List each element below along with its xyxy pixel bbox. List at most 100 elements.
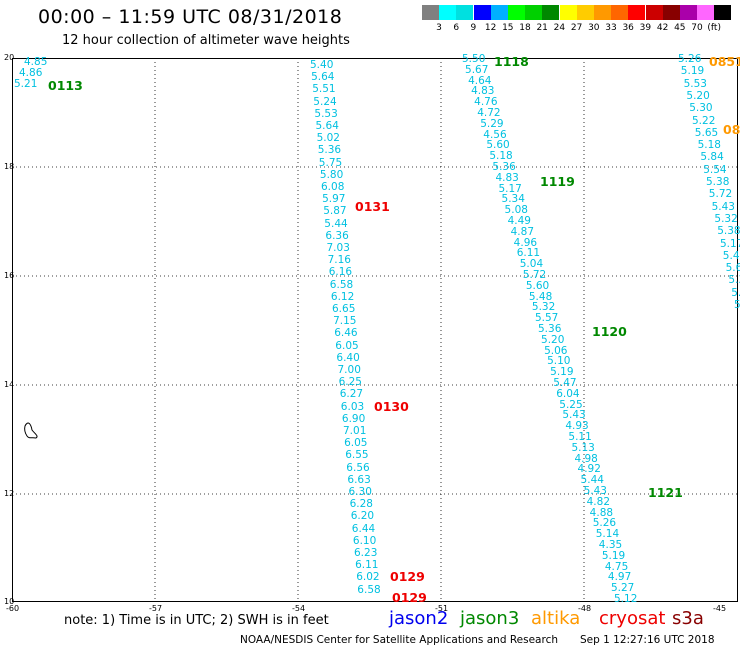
wave-height-label: 6.04: [556, 387, 580, 400]
wave-height-label: 5.44: [580, 474, 604, 487]
wave-height-label: 6.23: [354, 547, 378, 559]
legend-label: 12: [484, 23, 497, 33]
longitude-tick-label: -51: [435, 604, 449, 613]
map-title: 00:00 – 11:59 UTC 08/31/2018: [38, 6, 343, 28]
wave-height-label: 6.11: [355, 559, 379, 572]
legend-label: 36: [622, 23, 634, 33]
legend-swatch: [456, 5, 474, 20]
wave-height-label: 5.19: [680, 65, 705, 78]
legend-label: 42: [656, 23, 669, 33]
legend-swatch: [611, 5, 629, 20]
pass-label: 1120: [592, 324, 627, 339]
wave-height-label: 6.16: [328, 266, 353, 279]
longitude-tick-label: -45: [713, 604, 727, 613]
longitude-tick-label: -54: [292, 604, 306, 613]
satellite-legend-item: s3a: [672, 608, 704, 629]
wave-height-label: 5.32: [531, 301, 556, 314]
wave-height-label: 5.24: [313, 95, 337, 108]
latitude-tick-label: 10: [4, 597, 15, 606]
wave-height-label: 5.: [734, 299, 740, 311]
wave-height-label: 5.36: [538, 323, 562, 335]
wave-height-label: 6.03: [340, 400, 365, 413]
wave-height-label: 6.90: [341, 412, 366, 425]
latitude-tick-label: 16: [4, 271, 15, 280]
wave-height-label: 4.76: [474, 96, 498, 109]
wave-height-label: 7.15: [333, 315, 357, 328]
legend-swatch: [714, 5, 732, 20]
wave-height-label: 5.11: [568, 431, 592, 443]
legend-swatch: [490, 5, 508, 20]
wave-height-label: 5.75: [318, 156, 343, 169]
wave-height-label: 5.21: [14, 78, 38, 90]
wave-height-label: 5.40: [310, 59, 334, 71]
satellite-legend-item: jason2: [389, 608, 449, 629]
wave-height-label: 4.87: [510, 225, 535, 238]
legend-swatch: [628, 5, 646, 20]
latitude-tick-label: 18: [4, 162, 15, 171]
pass-label: 0851: [709, 54, 740, 69]
wave-height-label: 5.06: [544, 344, 568, 357]
note-text: note: 1) Time is in UTC; 2) SWH is in fe…: [64, 613, 329, 628]
map-grid: [12, 58, 738, 602]
wave-height-label: 5.04: [519, 258, 544, 271]
wave-height-label: 5.17: [720, 237, 740, 250]
legend-label: 3: [436, 23, 442, 33]
wave-height-label: 5.72: [708, 188, 733, 201]
wave-height-label: 5.14: [595, 528, 620, 541]
legend-label: (ft): [707, 23, 721, 33]
wave-height-label: 6.44: [351, 522, 376, 535]
wave-height-label: 5.43: [583, 485, 607, 497]
generation-timestamp: Sep 1 12:27:16 UTC 2018: [580, 634, 715, 646]
wave-height-label: 4.96: [513, 236, 538, 249]
wave-height-label: 6.46: [334, 327, 358, 340]
wave-height-label: 5.20: [686, 89, 710, 102]
legend-label: 33: [605, 23, 617, 33]
wave-height-label: 6.40: [336, 351, 360, 364]
wave-height-label: 5.32: [714, 212, 738, 225]
wave-height-label: 5.34: [501, 193, 525, 206]
wave-height-label: 6.10: [352, 534, 377, 547]
wave-height-label: 5.48: [528, 290, 553, 303]
wave-height-label: 5.57: [534, 312, 559, 325]
pass-label: 0130: [374, 399, 409, 414]
wave-height-label: 5.19: [601, 549, 626, 562]
wave-height-label: 5.64: [311, 71, 335, 84]
map-subtitle: 12 hour collection of altimeter wave hei…: [62, 33, 350, 48]
pass-label: 0131: [355, 199, 390, 214]
legend-swatch: [525, 5, 543, 20]
legend-label: 6: [453, 23, 460, 33]
legend-label: 30: [588, 23, 600, 33]
legend-label: 21: [536, 23, 548, 33]
wave-height-label: 5.51: [312, 83, 336, 96]
legend-swatch: [594, 5, 611, 20]
wave-height-label: 4.97: [607, 571, 632, 584]
wave-height-label: 5.50: [462, 53, 486, 65]
wave-height-label: 5.26: [678, 53, 702, 65]
legend-swatch: [662, 5, 680, 20]
satellite-legend-item: cryosat: [599, 608, 666, 629]
wave-height-label: 4.92: [577, 463, 601, 476]
map-frame: [12, 58, 738, 602]
wave-height-label: 5.36: [492, 161, 516, 173]
wave-height-label: 5.47: [553, 377, 577, 389]
legend-swatch: [422, 5, 439, 20]
pass-label: 1118: [494, 54, 529, 69]
legend-swatch: [576, 5, 594, 20]
wave-height-label: 4.83: [471, 85, 495, 98]
wave-height-label: 6.65: [332, 303, 356, 315]
legend-label: 39: [639, 23, 652, 33]
wave-height-label: 6.02: [356, 571, 380, 584]
legend-swatch: [697, 5, 715, 20]
wave-height-label: 6.36: [325, 229, 349, 242]
wave-height-label: 6.11: [516, 247, 541, 260]
wave-height-label: 4.88: [589, 506, 614, 519]
latitude-tick-label: 12: [4, 489, 15, 498]
legend-swatch: [542, 5, 560, 20]
pass-label: 1121: [648, 485, 683, 500]
wave-height-label: 5.64: [315, 120, 339, 132]
legend-label: 45: [674, 23, 686, 33]
wave-height-label: 5.25: [559, 398, 583, 411]
wave-height-label: 5.12: [614, 593, 638, 605]
wave-height-label: 4.64: [468, 74, 492, 87]
wave-height-label: 4.56: [483, 128, 507, 141]
